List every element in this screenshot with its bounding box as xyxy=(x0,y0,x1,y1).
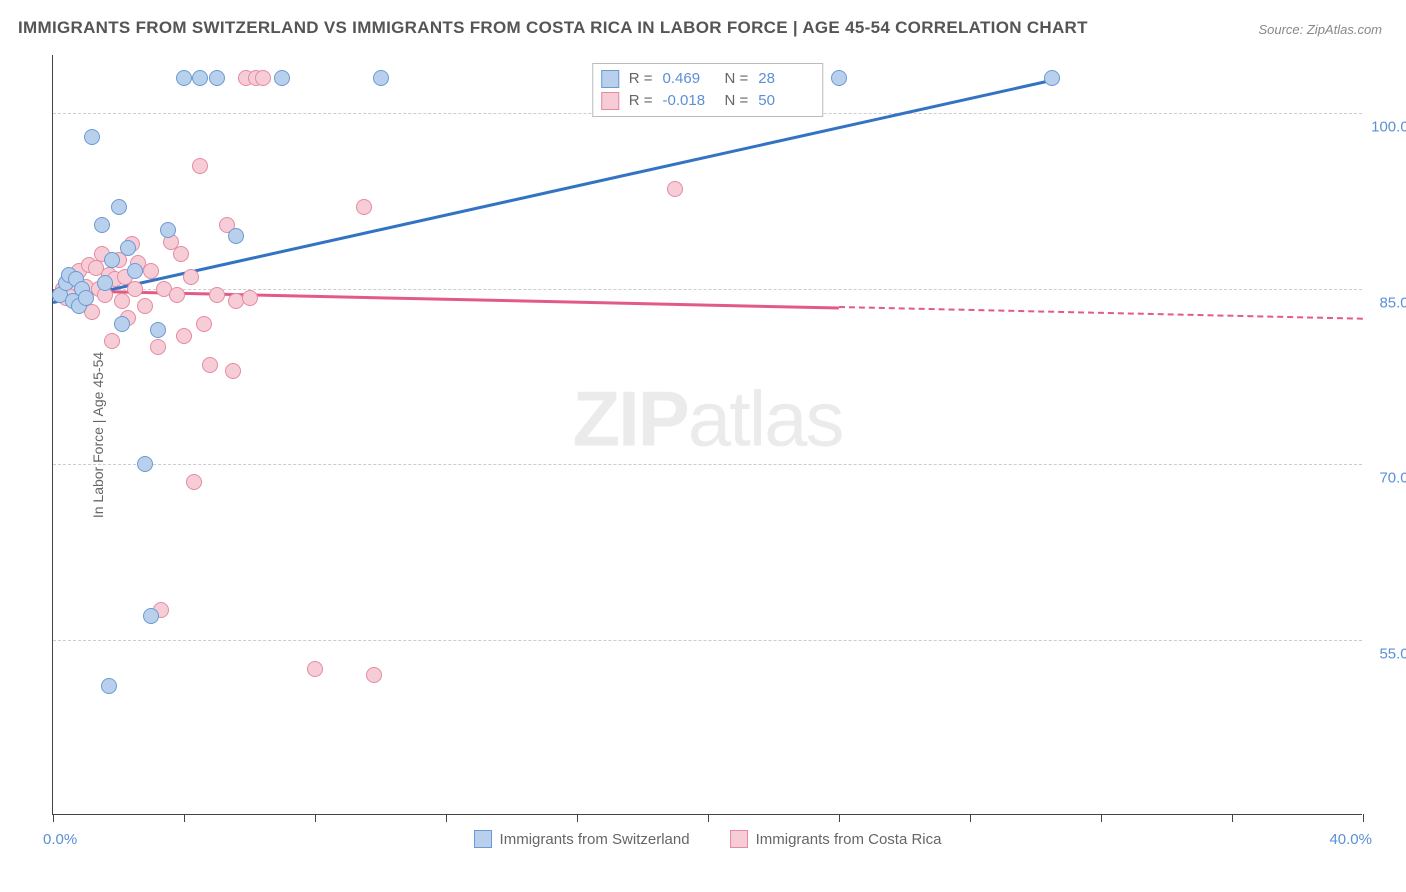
swatch-series2 xyxy=(601,92,619,110)
data-point-series2 xyxy=(143,263,159,279)
x-tick xyxy=(708,814,709,822)
data-point-series1 xyxy=(84,129,100,145)
data-point-series1 xyxy=(120,240,136,256)
legend-item-series1: Immigrants from Switzerland xyxy=(474,830,690,848)
data-point-series1 xyxy=(1044,70,1060,86)
legend-label-series1: Immigrants from Switzerland xyxy=(500,831,690,848)
x-tick xyxy=(970,814,971,822)
data-point-series1 xyxy=(192,70,208,86)
y-tick-label: 55.0% xyxy=(1367,645,1406,662)
trend-line xyxy=(839,306,1363,320)
x-tick xyxy=(184,814,185,822)
x-axis-min-label: 0.0% xyxy=(43,831,77,848)
data-point-series2 xyxy=(356,199,372,215)
data-point-series1 xyxy=(143,608,159,624)
legend-swatch-series1 xyxy=(474,830,492,848)
stats-row-series2: R = -0.018 N = 50 xyxy=(601,90,811,112)
x-tick xyxy=(1363,814,1364,822)
data-point-series1 xyxy=(78,290,94,306)
watermark: ZIPatlas xyxy=(572,374,842,465)
data-point-series1 xyxy=(228,228,244,244)
data-point-series2 xyxy=(137,298,153,314)
bottom-legend: Immigrants from Switzerland Immigrants f… xyxy=(474,830,942,848)
gridline xyxy=(53,640,1362,641)
data-point-series1 xyxy=(111,199,127,215)
data-point-series2 xyxy=(114,293,130,309)
plot-area: In Labor Force | Age 45-54 ZIPatlas 55.0… xyxy=(52,55,1362,815)
data-point-series2 xyxy=(173,246,189,262)
chart-title: IMMIGRANTS FROM SWITZERLAND VS IMMIGRANT… xyxy=(18,18,1088,38)
data-point-series1 xyxy=(127,263,143,279)
x-tick xyxy=(446,814,447,822)
y-tick-label: 85.0% xyxy=(1367,294,1406,311)
data-point-series2 xyxy=(192,158,208,174)
data-point-series2 xyxy=(169,287,185,303)
x-tick xyxy=(315,814,316,822)
data-point-series1 xyxy=(160,222,176,238)
data-point-series1 xyxy=(209,70,225,86)
legend-item-series2: Immigrants from Costa Rica xyxy=(730,830,942,848)
data-point-series1 xyxy=(373,70,389,86)
data-point-series1 xyxy=(101,678,117,694)
y-axis-label: In Labor Force | Age 45-54 xyxy=(90,351,106,517)
data-point-series2 xyxy=(127,281,143,297)
legend-swatch-series2 xyxy=(730,830,748,848)
data-point-series1 xyxy=(831,70,847,86)
data-point-series1 xyxy=(274,70,290,86)
x-tick xyxy=(53,814,54,822)
data-point-series1 xyxy=(94,217,110,233)
data-point-series2 xyxy=(225,363,241,379)
y-tick-label: 70.0% xyxy=(1367,470,1406,487)
data-point-series1 xyxy=(137,456,153,472)
x-tick xyxy=(1101,814,1102,822)
data-point-series2 xyxy=(255,70,271,86)
data-point-series2 xyxy=(176,328,192,344)
data-point-series2 xyxy=(186,474,202,490)
stats-row-series1: R = 0.469 N = 28 xyxy=(601,68,811,90)
legend-label-series2: Immigrants from Costa Rica xyxy=(756,831,942,848)
x-tick xyxy=(1232,814,1233,822)
data-point-series1 xyxy=(114,316,130,332)
data-point-series2 xyxy=(104,333,120,349)
source-attribution: Source: ZipAtlas.com xyxy=(1258,22,1382,37)
data-point-series2 xyxy=(196,316,212,332)
data-point-series2 xyxy=(150,339,166,355)
data-point-series1 xyxy=(97,275,113,291)
data-point-series2 xyxy=(202,357,218,373)
x-axis-max-label: 40.0% xyxy=(1329,831,1372,848)
y-tick-label: 100.0% xyxy=(1367,119,1406,136)
data-point-series1 xyxy=(176,70,192,86)
gridline xyxy=(53,464,1362,465)
data-point-series2 xyxy=(366,667,382,683)
data-point-series2 xyxy=(183,269,199,285)
x-tick xyxy=(839,814,840,822)
x-tick xyxy=(577,814,578,822)
trend-line xyxy=(53,78,1052,303)
data-point-series2 xyxy=(209,287,225,303)
swatch-series1 xyxy=(601,70,619,88)
data-point-series2 xyxy=(667,181,683,197)
data-point-series1 xyxy=(104,252,120,268)
data-point-series1 xyxy=(150,322,166,338)
correlation-stats-box: R = 0.469 N = 28 R = -0.018 N = 50 xyxy=(592,63,824,117)
data-point-series2 xyxy=(242,290,258,306)
data-point-series2 xyxy=(307,661,323,677)
